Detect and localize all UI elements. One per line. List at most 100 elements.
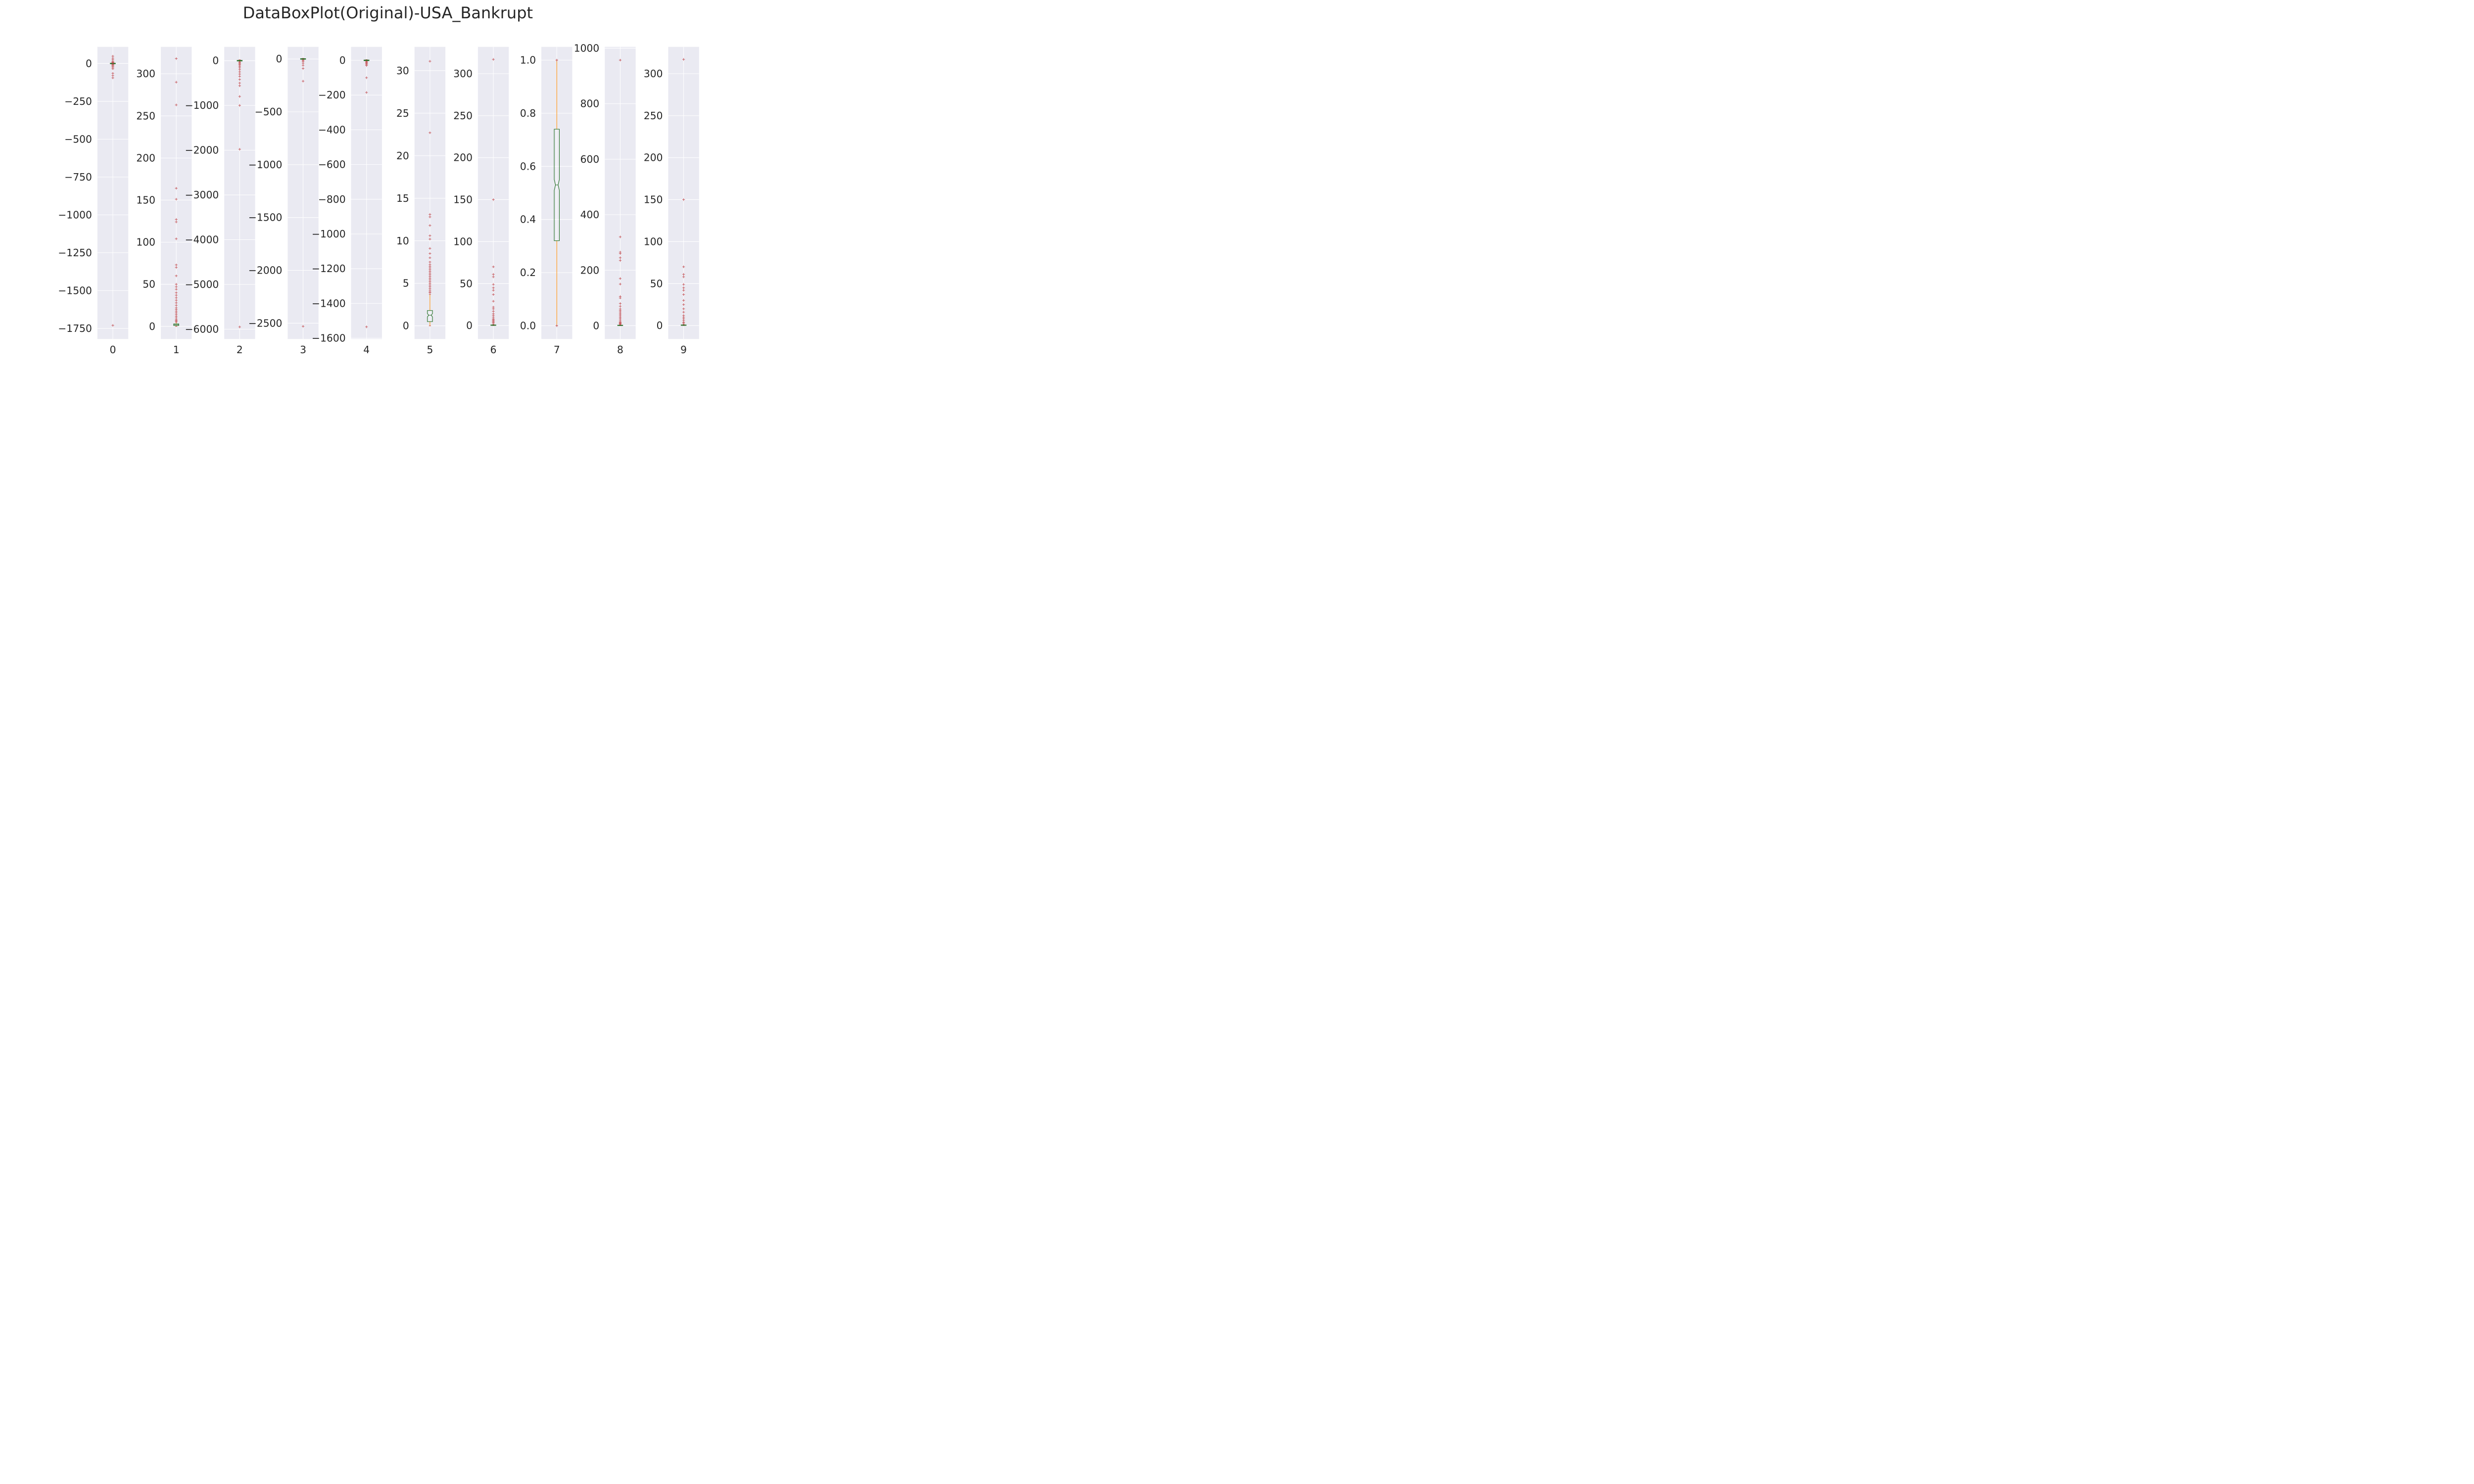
flier-point [175, 187, 178, 190]
flier-point [618, 305, 622, 308]
y-tick-label: 50 [143, 278, 155, 290]
y-tick-label: −800 [318, 193, 346, 205]
flier-point [238, 95, 241, 98]
y-tick-label: 200 [453, 152, 473, 164]
y-tick-label: 300 [644, 68, 663, 80]
flier-point [111, 74, 114, 77]
y-tick-label: 800 [580, 98, 600, 110]
flier-point [175, 103, 178, 106]
flier-point [682, 293, 685, 296]
y-tick-label: 0.0 [520, 320, 536, 332]
y-tick-label: 0 [403, 320, 409, 332]
y-tick-label: 10 [396, 235, 409, 247]
flier-point [618, 277, 622, 280]
y-tick-label: −2500 [248, 317, 283, 329]
y-tick-label: 20 [396, 150, 409, 162]
flier-point [428, 261, 431, 264]
flier-point [175, 288, 178, 291]
flier-point [238, 78, 241, 81]
x-tick-label: 9 [680, 344, 687, 356]
y-tick-label: 300 [136, 68, 155, 80]
flier-point [428, 60, 431, 63]
flier-point [238, 82, 241, 85]
flier-point [238, 104, 241, 107]
flier-point [492, 276, 495, 278]
flier-point [618, 256, 622, 259]
y-tick-label: 250 [644, 110, 663, 122]
y-tick-label: 0 [86, 57, 92, 69]
flier-point [175, 283, 178, 286]
y-tick-label: −2000 [248, 265, 283, 277]
flier-point [682, 307, 685, 310]
y-tick-label: 25 [396, 107, 409, 119]
flier-point [238, 84, 241, 87]
chart-title: DataBoxPlot(Original)-USA_Bankrupt [243, 3, 533, 22]
y-tick-label: −400 [318, 124, 346, 136]
flier-point [175, 299, 178, 302]
flier-point [365, 64, 368, 67]
y-tick-label: 1.0 [520, 54, 536, 66]
flier-point [175, 57, 178, 60]
y-tick-label: −1400 [312, 297, 346, 309]
flier-point [175, 275, 178, 278]
y-tick-label: −1600 [312, 332, 346, 344]
y-tick-label: 250 [453, 110, 473, 122]
flier-point [238, 73, 241, 76]
subplot-6: 0 50 100 150 200 250 300 6 [453, 46, 509, 356]
box [173, 324, 179, 326]
y-tick-label: 0.6 [520, 160, 536, 172]
x-tick-label: 7 [554, 344, 560, 356]
figure-background [0, 0, 772, 386]
subplot-8: 0 200 400 600 800 1000 8 [574, 42, 636, 356]
flier-point [301, 64, 305, 67]
flier-point [238, 75, 241, 78]
x-tick-label: 1 [173, 344, 180, 356]
y-tick-label: 0.2 [520, 267, 536, 278]
y-tick-label: 150 [136, 194, 155, 206]
y-tick-label: −500 [64, 133, 92, 145]
flier-point [492, 283, 495, 286]
y-tick-label: −1000 [248, 159, 283, 171]
y-tick-label: −500 [255, 106, 283, 118]
y-tick-label: −200 [318, 89, 346, 101]
flier-point [175, 320, 178, 323]
flier-point [492, 310, 495, 313]
flier-point [428, 234, 431, 237]
flier-point [175, 237, 178, 240]
flier-point [238, 325, 241, 328]
x-tick-label: 3 [300, 344, 306, 356]
subplot-1: 0 50 100 150 200 250 300 1 [136, 46, 192, 356]
y-tick-label: 100 [644, 235, 663, 247]
subplot-2: 0 −1000 −2000 −3000 −4000 −5000 −6000 2 [185, 46, 255, 356]
flier-point [682, 286, 685, 289]
flier-point [111, 67, 114, 70]
y-tick-label: 0 [149, 321, 155, 332]
flier-point [682, 58, 685, 61]
y-tick-label: −1250 [58, 247, 92, 259]
x-tick-label: 5 [427, 344, 433, 356]
flier-point [301, 67, 305, 70]
y-tick-label: 0 [339, 54, 346, 66]
flier-point [555, 324, 558, 327]
flier-point [492, 322, 495, 325]
subplot-0: 0 −250 −500 −750 −1000 −1250 −1500 −1750 0 [58, 46, 129, 356]
y-tick-label: −1000 [58, 209, 92, 221]
x-tick-label: 0 [110, 344, 116, 356]
y-tick-label: 50 [460, 278, 473, 289]
flier-point [618, 282, 622, 285]
x-tick-label: 8 [617, 344, 623, 356]
flier-point [428, 291, 431, 294]
flier-point [492, 307, 495, 310]
y-tick-label: 50 [650, 278, 663, 289]
flier-point [365, 91, 368, 94]
flier-point [428, 224, 431, 227]
flier-point [428, 252, 431, 255]
flier-point [682, 276, 685, 278]
y-tick-label: 0 [276, 53, 283, 65]
y-tick-label: 300 [453, 68, 473, 80]
flier-point [175, 221, 178, 224]
y-tick-label: 100 [136, 236, 155, 248]
x-tick-label: 6 [490, 344, 497, 356]
flier-point [175, 294, 178, 297]
flier-point [618, 296, 622, 299]
